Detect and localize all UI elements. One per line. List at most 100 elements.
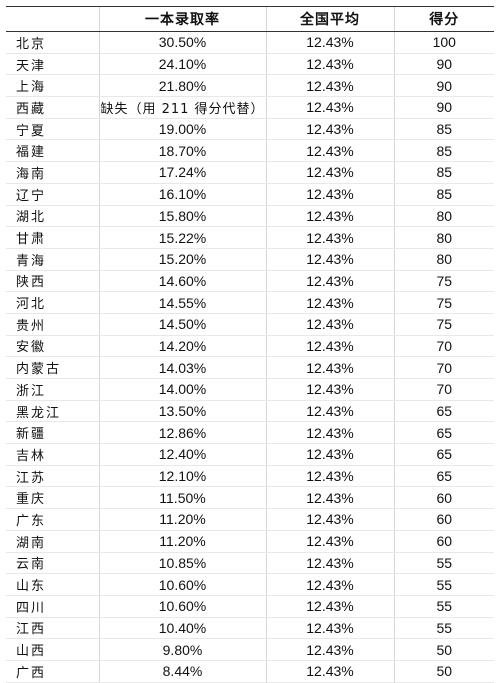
cell-national-average: 12.43% — [265, 400, 394, 423]
table-row: 江西 10.40% 12.43% 55 — [6, 617, 494, 640]
cell-score: 85 — [393, 161, 494, 184]
cell-score: 75 — [393, 291, 494, 314]
cell-national-average: 12.43% — [265, 31, 394, 54]
cell-score: 65 — [393, 443, 494, 466]
cell-first-tier-rate: 15.20% — [98, 248, 266, 271]
cell-province: 吉林 — [6, 443, 99, 466]
table-row: 上海 21.80% 12.43% 90 — [6, 74, 494, 98]
header-national-average: 全国平均 — [265, 7, 394, 32]
cell-score: 80 — [393, 248, 494, 271]
table-row: 云南 10.85% 12.43% 55 — [6, 552, 494, 575]
table-row: 山东 10.60% 12.43% 55 — [6, 573, 494, 596]
cell-province: 福建 — [6, 139, 99, 163]
cell-national-average: 12.43% — [265, 205, 394, 228]
cell-first-tier-rate: 17.24% — [98, 161, 266, 184]
table-row: 甘肃 15.22% 12.43% 80 — [6, 226, 494, 249]
table-row: 浙江 14.00% 12.43% 70 — [6, 378, 494, 401]
cell-first-tier-rate: 9.80% — [98, 638, 266, 661]
cell-national-average: 12.43% — [265, 486, 394, 510]
cell-score: 90 — [393, 53, 494, 76]
table-row: 重庆 11.50% 12.43% 60 — [6, 486, 494, 510]
cell-national-average: 12.43% — [265, 508, 394, 531]
cell-first-tier-rate: 13.50% — [98, 400, 266, 423]
cell-score: 60 — [393, 508, 494, 531]
cell-first-tier-rate: 19.00% — [98, 118, 266, 141]
cell-province: 新疆 — [6, 421, 99, 445]
cell-first-tier-rate: 12.86% — [98, 421, 266, 445]
cell-national-average: 12.43% — [265, 139, 394, 163]
table-row: 陕西 14.60% 12.43% 75 — [6, 270, 494, 293]
cell-province: 浙江 — [6, 378, 99, 401]
cell-score: 70 — [393, 378, 494, 401]
cell-score: 55 — [393, 552, 494, 575]
cell-province: 辽宁 — [6, 183, 99, 206]
cell-score: 50 — [393, 660, 494, 683]
cell-province: 四川 — [6, 595, 99, 618]
cell-score: 55 — [393, 573, 494, 596]
cell-national-average: 12.43% — [265, 335, 394, 358]
cell-national-average: 12.43% — [265, 552, 394, 575]
cell-province: 上海 — [6, 74, 99, 98]
cell-province: 贵州 — [6, 313, 99, 336]
cell-province: 江苏 — [6, 465, 99, 488]
cell-first-tier-rate: 14.20% — [98, 335, 266, 358]
cell-province: 甘肃 — [6, 226, 99, 249]
cell-score: 85 — [393, 118, 494, 141]
table-row: 吉林 12.40% 12.43% 65 — [6, 443, 494, 466]
cell-national-average: 12.43% — [265, 465, 394, 488]
table-row: 内蒙古 14.03% 12.43% 70 — [6, 356, 494, 379]
cell-first-tier-rate: 12.10% — [98, 465, 266, 488]
cell-national-average: 12.43% — [265, 226, 394, 249]
cell-province: 内蒙古 — [6, 356, 99, 379]
cell-score: 80 — [393, 205, 494, 228]
header-first-tier-rate: 一本录取率 — [98, 7, 266, 32]
cell-province: 西藏 — [6, 96, 99, 119]
table-row: 河北 14.55% 12.43% 75 — [6, 291, 494, 314]
table-row: 新疆 12.86% 12.43% 65 — [6, 421, 494, 445]
cell-province: 河北 — [6, 291, 99, 314]
cell-province: 山西 — [6, 638, 99, 661]
score-table: 一本录取率 全国平均 得分 北京 30.50% 12.43% 100 天津 24.10% 1… — [6, 7, 494, 683]
cell-first-tier-rate: 30.50% — [98, 31, 266, 54]
cell-national-average: 12.43% — [265, 421, 394, 445]
cell-score: 65 — [393, 465, 494, 488]
cell-first-tier-rate: 15.80% — [98, 205, 266, 228]
cell-score: 85 — [393, 183, 494, 206]
cell-province: 湖北 — [6, 205, 99, 228]
cell-national-average: 12.43% — [265, 53, 394, 76]
cell-province: 湖南 — [6, 530, 99, 553]
cell-national-average: 12.43% — [265, 183, 394, 206]
cell-first-tier-rate: 10.60% — [98, 595, 266, 618]
cell-first-tier-rate: 14.55% — [98, 291, 266, 314]
table-row: 海南 17.24% 12.43% 85 — [6, 161, 494, 184]
cell-national-average: 12.43% — [265, 530, 394, 553]
table-row: 山西 9.80% 12.43% 50 — [6, 638, 494, 661]
cell-province: 安徽 — [6, 335, 99, 358]
cell-first-tier-rate: 15.22% — [98, 226, 266, 249]
table-header: 一本录取率 全国平均 得分 — [6, 7, 494, 32]
table-row: 青海 15.20% 12.43% 80 — [6, 248, 494, 271]
cell-province: 天津 — [6, 53, 99, 76]
table-body: 北京 30.50% 12.43% 100 天津 24.10% 12.43% 90 上海 21.80… — [6, 31, 494, 683]
cell-score: 50 — [393, 638, 494, 661]
cell-first-tier-rate: 21.80% — [98, 74, 266, 98]
table-row: 宁夏 19.00% 12.43% 85 — [6, 118, 494, 141]
cell-province: 云南 — [6, 552, 99, 575]
cell-province: 广东 — [6, 508, 99, 531]
cell-national-average: 12.43% — [265, 573, 394, 596]
header-row: 一本录取率 全国平均 得分 — [6, 7, 494, 32]
cell-first-tier-rate: 10.40% — [98, 617, 266, 640]
cell-score: 55 — [393, 595, 494, 618]
table-row: 贵州 14.50% 12.43% 75 — [6, 313, 494, 336]
cell-national-average: 12.43% — [265, 443, 394, 466]
cell-national-average: 12.43% — [265, 638, 394, 661]
cell-first-tier-rate: 11.20% — [98, 508, 266, 531]
cell-score: 75 — [393, 313, 494, 336]
cell-score: 70 — [393, 356, 494, 379]
cell-first-tier-rate: 11.20% — [98, 530, 266, 553]
header-score: 得分 — [393, 7, 494, 32]
cell-first-tier-rate: 18.70% — [98, 139, 266, 163]
cell-first-tier-rate: 14.50% — [98, 313, 266, 336]
table-row: 辽宁 16.10% 12.43% 85 — [6, 183, 494, 206]
table-row: 安徽 14.20% 12.43% 70 — [6, 335, 494, 358]
